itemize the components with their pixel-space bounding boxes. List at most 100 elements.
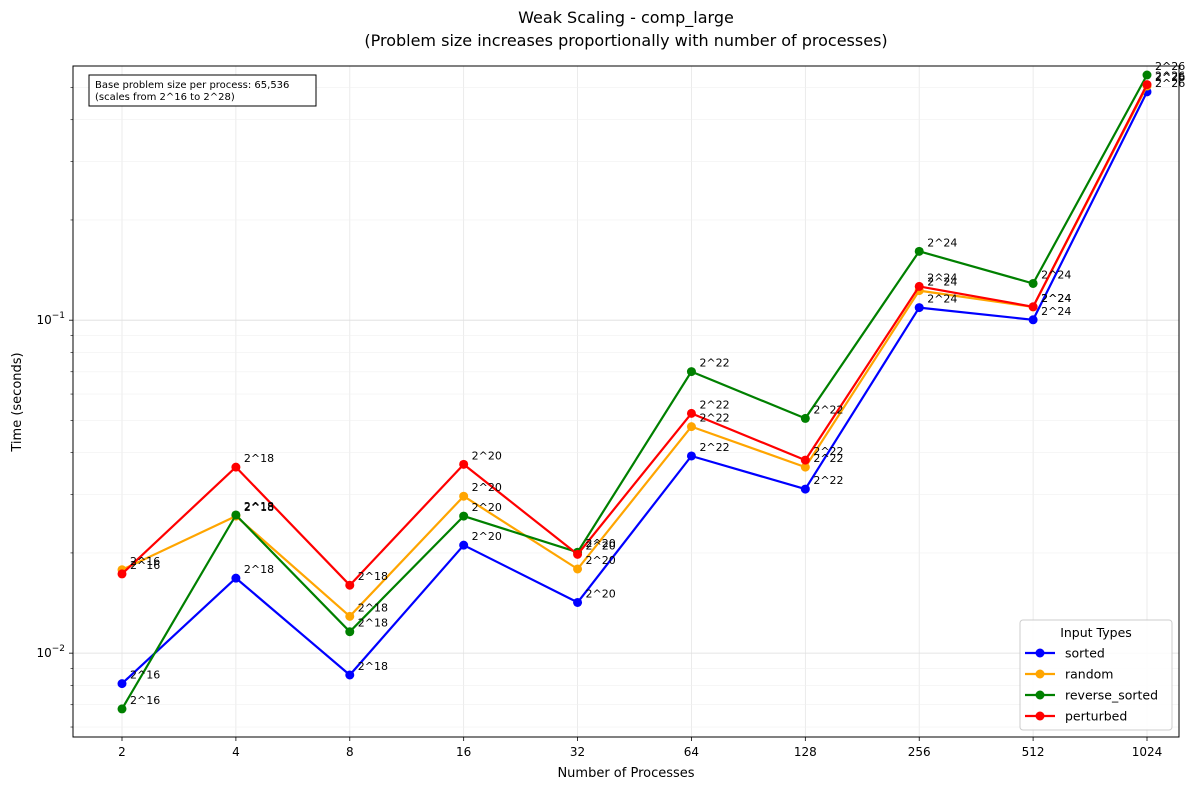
- series-layer: [117, 70, 1152, 714]
- data-label: 2^24: [1041, 268, 1071, 281]
- data-label: 2^18: [244, 500, 274, 513]
- legend-marker-perturbed: [1035, 711, 1045, 721]
- x-tick-label: 4: [232, 745, 240, 759]
- data-point-reverse-sorted: [686, 367, 696, 377]
- data-label: 2^16: [130, 694, 160, 707]
- data-label: 2^18: [358, 601, 388, 614]
- legend-label-sorted: sorted: [1065, 646, 1105, 661]
- x-tick-label: 64: [684, 745, 699, 759]
- y-tick-label: 10−1: [36, 311, 65, 327]
- data-label: 2^20: [586, 537, 616, 550]
- data-label: 2^22: [699, 412, 729, 425]
- data-label: 2^24: [1041, 292, 1071, 305]
- info-box-frame: [88, 74, 317, 107]
- chart-title: Weak Scaling - comp_large: [518, 8, 734, 28]
- y-axis: 10−2 10−1: [36, 87, 73, 728]
- data-label: 2^26: [1155, 60, 1185, 73]
- chart-subtitle: (Problem size increases proportionally w…: [364, 31, 887, 50]
- data-point-reverse-sorted: [345, 627, 355, 637]
- data-point-sorted: [459, 540, 469, 550]
- data-point-sorted: [117, 679, 127, 689]
- data-label: 2^16: [130, 559, 160, 572]
- data-label: 2^24: [927, 276, 957, 289]
- data-point-perturbed: [573, 549, 583, 559]
- data-label: 2^18: [358, 617, 388, 630]
- data-label: 2^20: [472, 481, 502, 494]
- data-label: 2^22: [813, 452, 843, 465]
- series-perturbed: [117, 80, 1152, 590]
- series-line-sorted: [121, 91, 1148, 685]
- data-label: 2^26: [1155, 70, 1185, 83]
- data-point-reverse-sorted: [1142, 70, 1152, 80]
- data-label: 2^22: [813, 403, 843, 416]
- data-point-random: [345, 611, 355, 621]
- data-label: 2^16: [130, 669, 160, 682]
- data-point-random: [573, 564, 583, 574]
- y-axis-label: Time (seconds): [10, 352, 25, 452]
- point-labels-layer: 2^162^182^182^202^202^222^222^242^242^26…: [130, 60, 1185, 707]
- info-box: Base problem size per process: 65,536 (s…: [88, 74, 317, 107]
- data-point-sorted: [231, 573, 241, 583]
- series-sorted: [117, 87, 1152, 689]
- data-point-perturbed: [117, 569, 127, 579]
- data-label: 2^22: [813, 474, 843, 487]
- info-box-line-2: (scales from 2^16 to 2^28): [95, 92, 235, 103]
- data-point-sorted: [1028, 315, 1038, 325]
- legend-label-random: random: [1065, 667, 1113, 682]
- data-point-perturbed: [686, 408, 696, 418]
- x-tick-label: 1024: [1132, 745, 1163, 759]
- data-label: 2^24: [927, 271, 957, 284]
- data-label: 2^18: [244, 501, 274, 514]
- data-label: 2^20: [472, 530, 502, 543]
- x-axis: 2 4 8 16 32 64 128 256 512 1024: [118, 737, 1162, 759]
- x-tick-label: 512: [1022, 745, 1045, 759]
- legend-marker-reverse-sorted: [1035, 690, 1045, 700]
- data-point-perturbed: [1028, 302, 1038, 312]
- series-reverse-sorted: [117, 70, 1152, 714]
- x-axis-label: Number of Processes: [557, 766, 694, 781]
- data-label: 2^20: [586, 554, 616, 567]
- legend-label-reverse-sorted: reverse_sorted: [1065, 688, 1158, 703]
- data-label: 2^22: [813, 445, 843, 458]
- data-point-sorted: [573, 597, 583, 607]
- legend-title: Input Types: [1060, 625, 1132, 640]
- data-label: 2^26: [1155, 71, 1185, 84]
- data-point-reverse-sorted: [117, 704, 127, 714]
- data-point-reverse-sorted: [231, 510, 241, 520]
- data-label: 2^24: [927, 236, 957, 249]
- data-point-perturbed: [800, 455, 810, 465]
- series-random: [117, 81, 1152, 621]
- data-point-sorted: [686, 451, 696, 461]
- x-tick-label: 8: [346, 745, 354, 759]
- data-point-perturbed: [1142, 80, 1152, 90]
- data-point-reverse-sorted: [1028, 278, 1038, 288]
- data-label: 2^18: [244, 452, 274, 465]
- y-tick-label: 10−2: [36, 644, 65, 660]
- data-label: 2^16: [130, 555, 160, 568]
- data-point-sorted: [345, 670, 355, 680]
- data-point-random: [686, 422, 696, 432]
- data-label: 2^24: [927, 293, 957, 306]
- data-label: 2^22: [699, 441, 729, 454]
- data-label: 2^26: [1155, 77, 1185, 90]
- data-point-sorted: [800, 484, 810, 494]
- data-label: 2^20: [586, 587, 616, 600]
- x-tick-label: 16: [456, 745, 471, 759]
- data-label: 2^18: [358, 660, 388, 673]
- legend: Input Types sorted random reverse_sortedpe…: [1019, 619, 1173, 731]
- data-label: 2^20: [586, 539, 616, 552]
- legend-item-sorted: sorted: [1025, 646, 1105, 661]
- x-tick-label: 128: [794, 745, 817, 759]
- data-label: 2^18: [358, 570, 388, 583]
- data-point-reverse-sorted: [800, 413, 810, 423]
- data-point-reverse-sorted: [914, 246, 924, 256]
- legend-marker-random: [1035, 669, 1045, 679]
- legend-item-random: random: [1025, 667, 1113, 682]
- grid: [73, 66, 1179, 737]
- data-point-random: [800, 462, 810, 472]
- info-box-line-1: Base problem size per process: 65,536: [95, 80, 289, 91]
- data-label: 2^20: [472, 449, 502, 462]
- data-point-perturbed: [345, 580, 355, 590]
- data-point-perturbed: [459, 459, 469, 469]
